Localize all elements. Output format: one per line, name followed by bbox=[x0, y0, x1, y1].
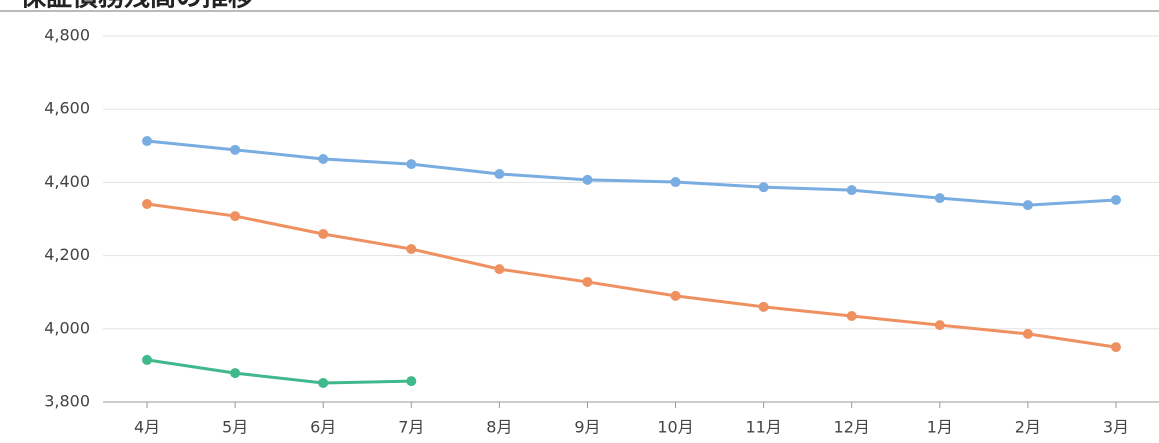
series-line bbox=[146, 358, 412, 385]
y-tick-label: 4,800 bbox=[44, 26, 90, 45]
data-point bbox=[142, 354, 153, 365]
data-point bbox=[230, 368, 241, 379]
data-point bbox=[406, 159, 417, 170]
data-point bbox=[318, 153, 329, 164]
data-point bbox=[318, 377, 329, 388]
data-point bbox=[406, 376, 417, 387]
y-tick-label: 4,200 bbox=[44, 245, 90, 264]
data-point bbox=[846, 310, 857, 321]
x-tick-label: 6月 bbox=[310, 418, 336, 437]
data-point bbox=[230, 211, 241, 222]
x-tick-label: 12月 bbox=[834, 418, 870, 437]
data-point bbox=[1022, 200, 1033, 211]
data-point bbox=[1110, 342, 1121, 353]
y-tick-label: 4,000 bbox=[44, 318, 90, 337]
data-point bbox=[1022, 328, 1033, 339]
data-point bbox=[670, 290, 681, 301]
data-point bbox=[142, 198, 153, 209]
x-tick-label: 11月 bbox=[745, 418, 781, 437]
data-point bbox=[142, 136, 153, 147]
data-point bbox=[758, 182, 769, 193]
data-point bbox=[494, 168, 505, 179]
data-point bbox=[406, 244, 417, 255]
series-line bbox=[146, 202, 1117, 349]
data-point bbox=[230, 144, 241, 155]
x-tick-label: 2月 bbox=[1015, 418, 1041, 437]
data-point bbox=[494, 264, 505, 275]
y-tick-label: 4,600 bbox=[44, 99, 90, 118]
x-tick-label: 7月 bbox=[398, 418, 424, 437]
chart-title: 保証債務残高の推移 bbox=[19, 0, 254, 13]
data-point bbox=[846, 185, 857, 196]
x-tick-label: 4月 bbox=[134, 418, 160, 437]
data-point bbox=[670, 177, 681, 188]
series-line bbox=[146, 139, 1117, 207]
data-point bbox=[758, 301, 769, 312]
x-tick-label: 5月 bbox=[222, 418, 248, 437]
data-point bbox=[582, 276, 593, 287]
y-tick-label: 4,400 bbox=[44, 172, 90, 191]
data-point bbox=[934, 193, 945, 204]
x-tick-label: 8月 bbox=[486, 418, 512, 437]
x-tick-label: 9月 bbox=[574, 418, 600, 437]
x-tick-label: 3月 bbox=[1103, 418, 1129, 437]
x-tick-label: 1月 bbox=[927, 418, 953, 437]
y-tick-label: 3,800 bbox=[44, 392, 90, 411]
data-point bbox=[318, 229, 329, 240]
x-tick-label: 10月 bbox=[657, 418, 693, 437]
data-point bbox=[582, 174, 593, 185]
data-point bbox=[1110, 194, 1121, 205]
data-point bbox=[934, 320, 945, 331]
